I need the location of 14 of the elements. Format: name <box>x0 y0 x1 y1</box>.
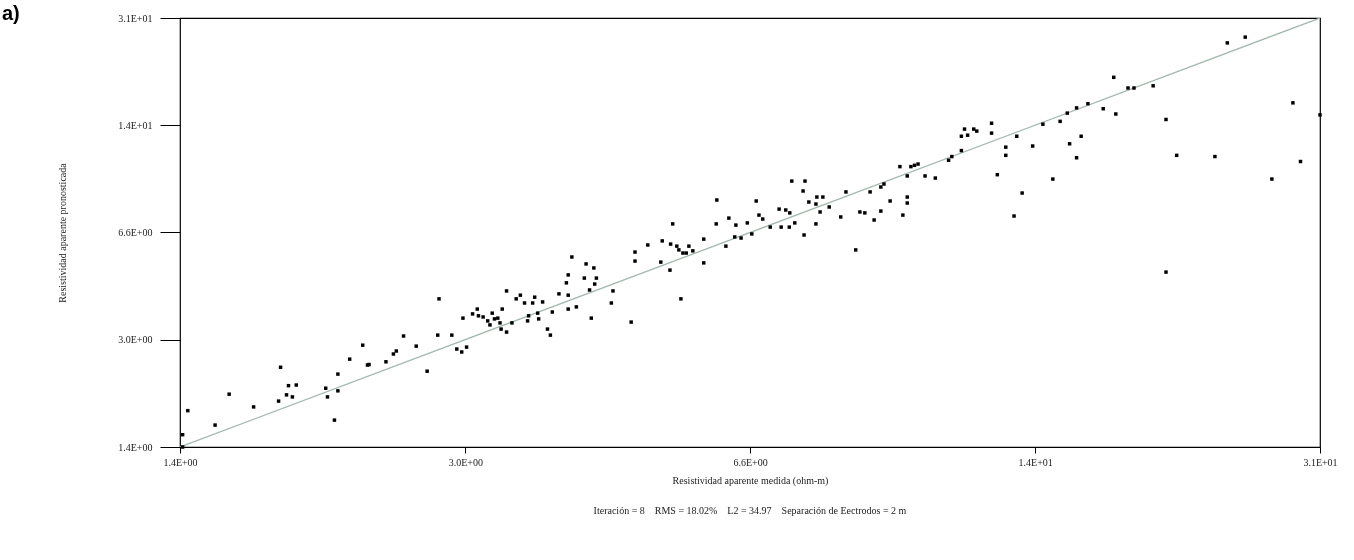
y-tick-label: 1.4E+01 <box>118 119 153 131</box>
y-tick-label: 3.1E+01 <box>118 12 153 24</box>
x-tick-label: 3.0E+00 <box>448 456 483 468</box>
x-tick-label: 3.1E+01 <box>1303 456 1338 468</box>
y-tick-label: 6.6E+00 <box>118 226 153 238</box>
x-tick-label: 6.6E+00 <box>733 456 768 468</box>
y-axis-title: Resistividad aparente pronosticada <box>57 162 69 303</box>
text: a) <box>2 2 20 25</box>
x-axis-title: Resistividad aparente medida (ohm-m) <box>672 474 829 487</box>
y-tick-label: 1.4E+00 <box>118 441 153 453</box>
x-tick-label: 1.4E+01 <box>1018 456 1053 468</box>
y-tick-label: 3.0E+00 <box>118 334 153 346</box>
text: Iteración = 8 RMS = 18.02% L2 = 34.97 Separación de Eectrodos = 2 m <box>592 505 908 516</box>
x-tick-label: 1.4E+00 <box>163 456 198 468</box>
